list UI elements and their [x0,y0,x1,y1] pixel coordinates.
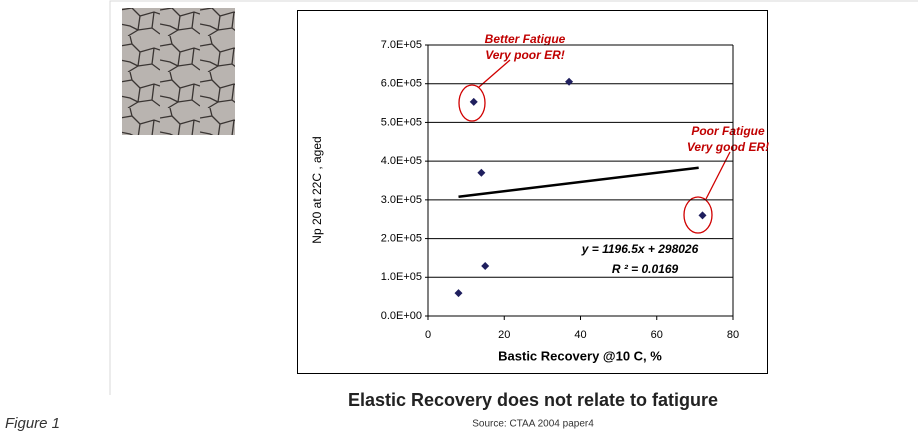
y-tick-label: 4.0E+05 [381,155,422,167]
x-tick-label: 20 [498,329,510,341]
chart-box [298,11,768,374]
y-tick-label: 1.0E+05 [381,271,422,283]
x-tick-label: 80 [727,329,739,341]
annotation: Very good ER! [687,140,769,154]
x-tick-label: 60 [651,329,663,341]
caption: Elastic Recovery does not relate to fati… [348,390,718,410]
source: Source: CTAA 2004 paper4 [472,419,594,430]
x-tick-label: 0 [425,329,431,341]
y-tick-label: 6.0E+05 [381,78,422,90]
y-tick-label: 0.0E+00 [381,310,422,322]
x-axis-title: Bastic Recovery @10 C, % [498,348,662,363]
y-tick-label: 5.0E+05 [381,116,422,128]
trend-equation: y = 1196.5x + 298026 [581,242,699,256]
annotation: Poor Fatigue [691,124,765,138]
page: {"chart_data": {"type": "scatter", "x_la… [0,0,918,434]
y-tick-label: 3.0E+05 [381,194,422,206]
x-tick-label: 40 [574,329,586,341]
annotation: Very poor ER! [485,48,565,62]
crack-photo [122,8,235,135]
figure-label: Figure 1 [5,415,60,432]
y-axis-title: Np 20 at 22C , aged [310,136,324,243]
y-tick-label: 7.0E+05 [381,39,422,51]
figure: Better Fatigue Very poor ER! Poor Fatigu… [0,0,918,434]
annotation: Better Fatigue [485,32,566,46]
y-tick-label: 2.0E+05 [381,232,422,244]
trend-r2: R ² = 0.0169 [612,262,679,276]
